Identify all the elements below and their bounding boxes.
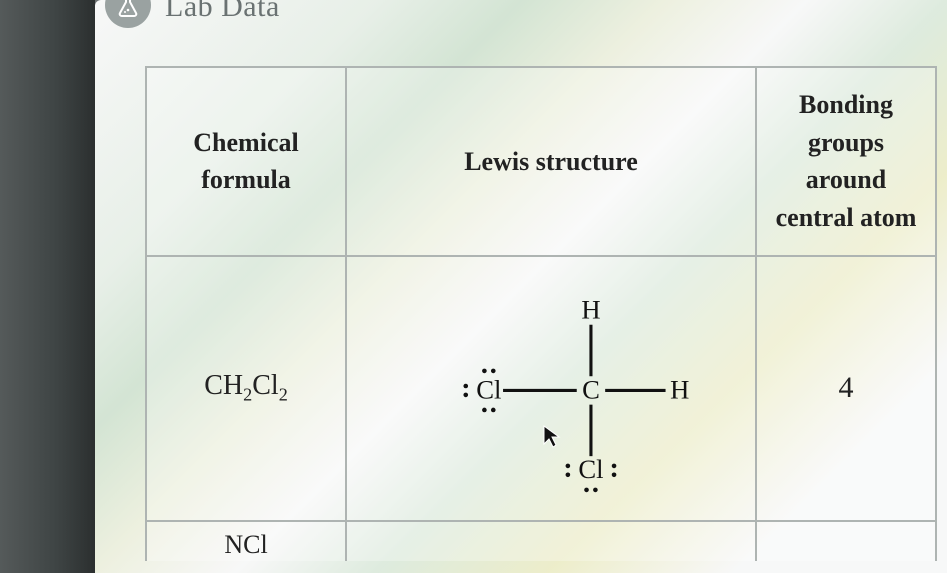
cell-bonding-groups <box>756 521 936 561</box>
col-header-lewis: Lewis structure <box>346 67 756 256</box>
cell-bonding-groups: 4 <box>756 256 936 521</box>
flask-icon <box>105 0 151 28</box>
cell-lewis-structure[interactable]: C H H Cl Cl <box>346 256 756 521</box>
col-header-formula: Chemical formula <box>146 67 346 256</box>
svg-text:C: C <box>582 374 600 404</box>
cell-lewis-structure[interactable] <box>346 521 756 561</box>
panel-title: Lab Data <box>165 0 280 24</box>
svg-text:Cl: Cl <box>476 374 501 404</box>
lab-data-panel: Lab Data Chemical formula Lewis structur… <box>95 0 947 573</box>
svg-text:Cl: Cl <box>578 454 603 484</box>
svg-text:H: H <box>581 294 600 324</box>
table-row: CH2Cl2 C H H Cl Cl 4 <box>146 256 936 521</box>
col-header-bonding: Bonding groups around central atom <box>756 67 936 256</box>
table-header-row: Chemical formula Lewis structure Bonding… <box>146 67 936 256</box>
panel-header: Lab Data <box>95 0 947 36</box>
cell-formula: NCl <box>146 521 346 561</box>
table-row: NCl <box>146 521 936 561</box>
lab-data-table-wrap: Chemical formula Lewis structure Bonding… <box>145 66 935 561</box>
lewis-diagram: C H H Cl Cl <box>361 275 741 497</box>
svg-text:H: H <box>670 374 689 404</box>
lab-data-table: Chemical formula Lewis structure Bonding… <box>145 66 937 561</box>
cell-formula: CH2Cl2 <box>146 256 346 521</box>
app-sidebar-dark <box>0 0 95 573</box>
